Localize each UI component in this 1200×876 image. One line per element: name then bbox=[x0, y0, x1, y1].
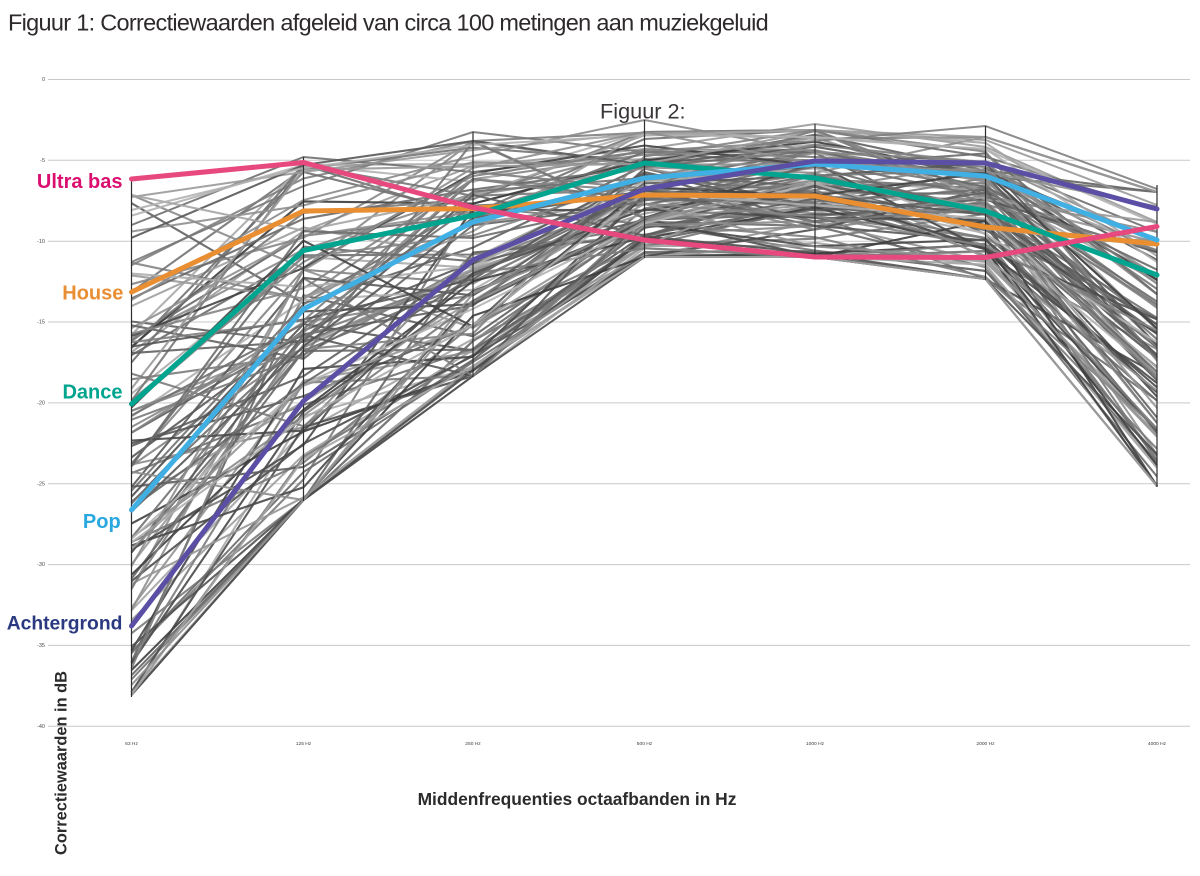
svg-text:125 Hz: 125 Hz bbox=[296, 741, 312, 747]
svg-text:63 Hz: 63 Hz bbox=[125, 741, 138, 747]
svg-text:1000 Hz: 1000 Hz bbox=[806, 741, 825, 747]
svg-text:-15: -15 bbox=[37, 320, 45, 326]
svg-text:Correctiewaarden in dB: Correctiewaarden in dB bbox=[53, 671, 71, 855]
svg-text:Figuur 1: Correctiewaarden afg: Figuur 1: Correctiewaarden afgeleid van … bbox=[8, 10, 768, 36]
svg-text:Figuur 2:: Figuur 2: bbox=[600, 99, 686, 124]
svg-text:2000 Hz: 2000 Hz bbox=[976, 741, 995, 747]
svg-text:0: 0 bbox=[42, 77, 45, 83]
svg-text:-30: -30 bbox=[37, 562, 45, 568]
svg-text:Middenfrequenties octaafbanden: Middenfrequenties octaafbanden in Hz bbox=[418, 789, 737, 809]
svg-text:-40: -40 bbox=[37, 724, 45, 730]
svg-text:500 Hz: 500 Hz bbox=[637, 741, 653, 747]
svg-text:-25: -25 bbox=[37, 481, 45, 487]
svg-text:-20: -20 bbox=[37, 401, 45, 407]
svg-text:250 Hz: 250 Hz bbox=[465, 741, 481, 747]
svg-text:Dance: Dance bbox=[62, 382, 122, 404]
svg-text:House: House bbox=[62, 283, 123, 305]
svg-text:Ultra bas: Ultra bas bbox=[37, 171, 123, 193]
svg-text:-35: -35 bbox=[37, 643, 45, 649]
svg-text:Achtergrond: Achtergrond bbox=[7, 614, 123, 635]
svg-text:-10: -10 bbox=[37, 239, 45, 245]
svg-text:4000 Hz: 4000 Hz bbox=[1148, 741, 1167, 747]
svg-text:-5: -5 bbox=[40, 158, 45, 164]
svg-text:Pop: Pop bbox=[83, 511, 121, 533]
